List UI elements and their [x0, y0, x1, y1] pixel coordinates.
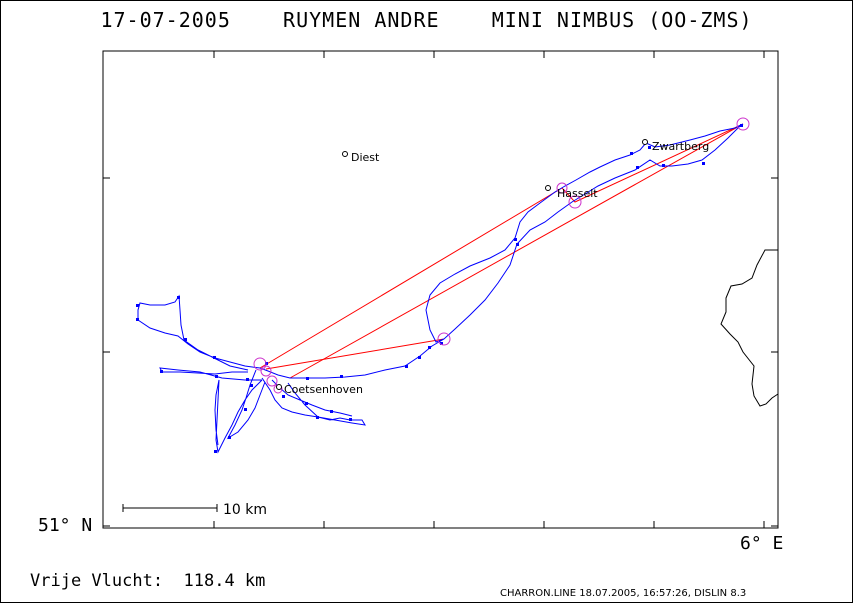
map-border — [102, 50, 779, 529]
flight-track — [137, 123, 744, 454]
place-label-hasselt: Hasselt — [557, 187, 598, 200]
task-lines — [259, 123, 744, 379]
turnpoints — [253, 117, 750, 394]
latitude-label: 51° N — [38, 515, 93, 536]
track-fixes — [136, 124, 743, 453]
turnpoint-start — [253, 357, 267, 371]
longitude-label: 6° E — [740, 533, 784, 554]
turnpoint-west — [437, 332, 451, 346]
place-label-diest: Diest — [351, 151, 380, 164]
turnpoint-hasselt — [556, 182, 568, 194]
place-label-coetsenhoven: Coetsenhoven — [284, 383, 363, 396]
place-label-zwartberg: Zwartberg — [652, 140, 709, 153]
page-title: 17-07-2005 RUYMEN ANDRE MINI NIMBUS (OO-… — [100, 8, 753, 32]
place-marker-diest — [342, 151, 348, 157]
scale-label: 10 km — [223, 502, 267, 518]
scale-bar — [122, 504, 218, 512]
axis-ticks — [103, 51, 778, 528]
place-marker-hasselt — [545, 185, 551, 191]
place-marker-zwartberg — [642, 139, 648, 145]
border-line — [720, 249, 779, 407]
place-marker-coetsenhoven — [276, 384, 282, 390]
turnpoint-hasselt-south — [568, 195, 582, 209]
place-markers — [276, 139, 648, 390]
free-flight-distance: Vrije Vlucht: 118.4 km — [30, 571, 266, 591]
credit-line: CHARRON.LINE 18.07.2005, 16:57:26, DISLI… — [500, 588, 747, 599]
turnpoint-zwartberg-east — [736, 117, 750, 131]
